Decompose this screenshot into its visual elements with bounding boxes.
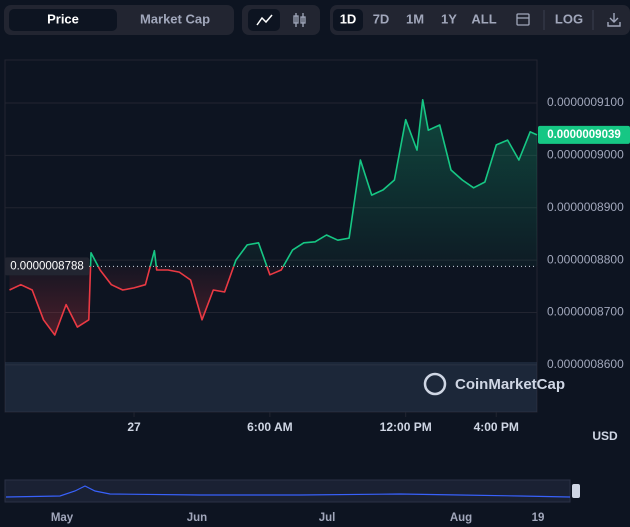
log-button[interactable]: LOG: [555, 11, 583, 26]
range-1d[interactable]: 1D: [340, 11, 357, 26]
unit-label: USD: [592, 429, 618, 443]
navigator-label: Jul: [319, 512, 336, 524]
volume-band: [5, 362, 537, 412]
x-tick-label: 27: [127, 420, 141, 434]
y-tick-label: 0.0000008700: [547, 305, 624, 319]
download-icon[interactable]: [607, 13, 621, 27]
navigator-label: Aug: [450, 512, 472, 524]
calendar-icon[interactable]: [516, 13, 530, 26]
tab-price[interactable]: Price: [47, 11, 79, 26]
area-fill: [9, 99, 537, 335]
navigator-line: [5, 485, 571, 498]
x-tick-label: 12:00 PM: [380, 420, 432, 434]
navigator-handle[interactable]: [572, 484, 580, 498]
line-icon: [256, 14, 273, 26]
navigator-label: Jun: [187, 512, 207, 524]
current-badge: [538, 125, 630, 144]
watermark-text: CoinMarketCap: [455, 376, 565, 393]
range-group: [330, 5, 630, 35]
range-all[interactable]: ALL: [471, 11, 496, 26]
range-active[interactable]: [333, 9, 363, 31]
data: [5, 99, 538, 336]
range-1m[interactable]: 1M: [406, 11, 424, 26]
y-tick-label: 0.0000009100: [547, 95, 624, 109]
y-tick-label: 0.0000008900: [547, 200, 624, 214]
x-tick-label: 6:00 AM: [247, 420, 293, 434]
navigator-labels: May Jun Jul Aug 19: [51, 512, 545, 524]
watermark: CoinMarketCap: [423, 372, 565, 396]
y-tick-label: 0.0000009000: [547, 148, 624, 162]
navigator[interactable]: [4, 479, 571, 503]
range-1y[interactable]: 1Y: [441, 11, 457, 26]
current-label: 0.0000009039: [547, 129, 621, 141]
candle-icon[interactable]: [293, 13, 306, 27]
range-7d[interactable]: 7D: [373, 11, 390, 26]
x-tick-label: 4:00 PM: [474, 420, 519, 434]
y-tick-label: 0.0000008600: [547, 357, 624, 371]
tab-market-cap[interactable]: Market Cap: [140, 11, 210, 26]
price-line: [9, 99, 538, 336]
reference-label: 0.0000008788: [10, 260, 84, 272]
navigator-label: 19: [532, 512, 545, 524]
reference-badge: [5, 257, 89, 276]
y-tick-label: 0.0000008800: [547, 252, 624, 266]
navigator-label: May: [51, 512, 74, 524]
tab-active[interactable]: [9, 9, 117, 31]
